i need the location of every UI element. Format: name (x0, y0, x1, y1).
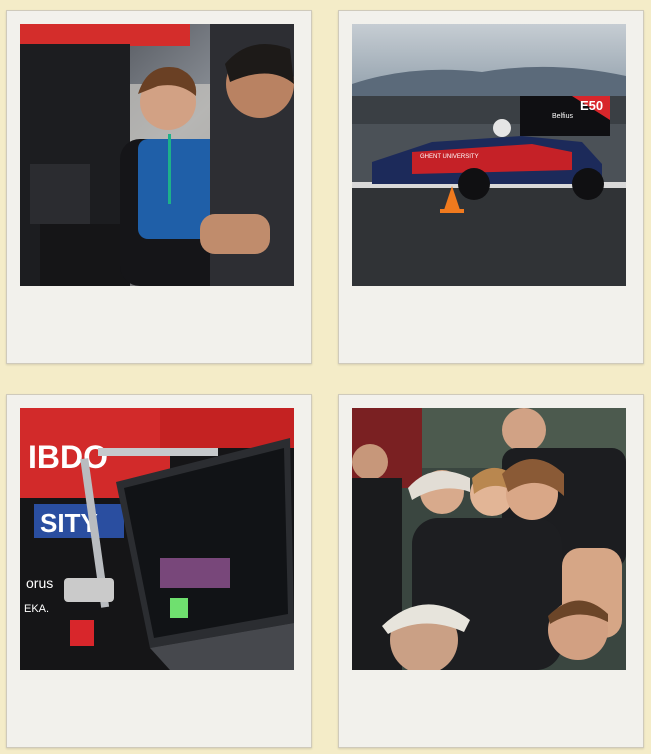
photo-card-2[interactable]: E50 Belfius GHENT UNIVERSITY (338, 10, 644, 364)
photo-card-3[interactable]: IBDO SITY orus EKA. (6, 394, 312, 748)
photo-laptop-telemetry-icon: IBDO SITY orus EKA. (20, 408, 294, 670)
caption-area (7, 287, 311, 363)
sponsor-small-2: EKA. (24, 603, 49, 615)
caption-area (339, 671, 643, 747)
sponsor-small-1: orus (26, 575, 53, 591)
photo-mechanic-smiling-icon (20, 24, 294, 286)
photo-race-car[interactable]: E50 Belfius GHENT UNIVERSITY (352, 24, 626, 286)
photo-card-1[interactable] (6, 10, 312, 364)
car-number: E50 (580, 98, 603, 113)
photo-team-celebration-icon (352, 408, 626, 670)
team-label: GHENT UNIVERSITY (420, 154, 479, 160)
sponsor-logo-text: IBDO (28, 439, 108, 475)
caption-area (7, 671, 311, 747)
photo-card-4[interactable] (338, 394, 644, 748)
photo-mechanic[interactable] (20, 24, 294, 286)
caption-area (339, 287, 643, 363)
sponsor-label: Belfius (552, 113, 574, 120)
photo-laptop[interactable]: IBDO SITY orus EKA. (20, 408, 294, 670)
photo-race-car-track-icon: E50 Belfius GHENT UNIVERSITY (352, 24, 626, 286)
photo-team[interactable] (352, 408, 626, 670)
